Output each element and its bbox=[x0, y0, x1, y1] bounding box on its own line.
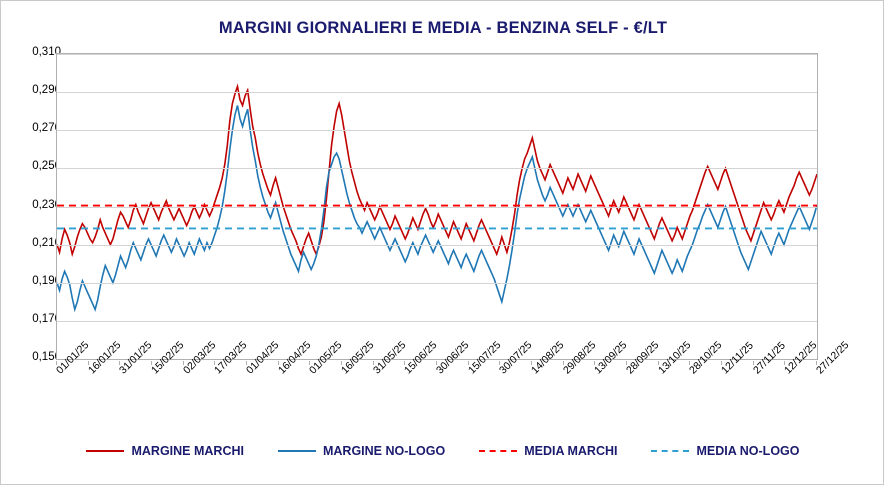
y-axis-tick-label: 0,210 bbox=[32, 236, 61, 249]
plot-area bbox=[56, 53, 818, 360]
page-title: MARGINI GIORNALIERI E MEDIA - BENZINA SE… bbox=[218, 19, 668, 37]
x-axis-tick bbox=[436, 361, 437, 365]
gridline bbox=[57, 282, 817, 284]
legend-item[interactable]: MEDIA MARCHI bbox=[479, 444, 617, 458]
x-axis-tick bbox=[182, 361, 184, 365]
x-axis-tick bbox=[372, 361, 374, 365]
x-axis-tick bbox=[499, 361, 501, 365]
legend-item-label: MEDIA NO-LOGO bbox=[696, 444, 800, 458]
x-axis-tick bbox=[626, 361, 627, 365]
legend-swatch-icon bbox=[277, 450, 316, 452]
x-axis-tick bbox=[56, 361, 57, 365]
y-axis-tick-label: 0,250 bbox=[32, 160, 61, 173]
x-axis: 01/01/25 16/01/25 31/01/25 15/02/25 02/03/25… bbox=[54, 339, 851, 441]
x-axis-tick bbox=[784, 361, 786, 365]
legend-swatch-icon bbox=[479, 450, 518, 452]
gridline bbox=[57, 206, 817, 208]
x-axis-tick bbox=[657, 361, 659, 365]
y-axis-tick-label: 0,270 bbox=[32, 122, 61, 135]
x-axis-tick bbox=[246, 361, 247, 365]
y-axis-tick-label: 0,230 bbox=[32, 198, 61, 211]
x-axis-tick bbox=[277, 361, 279, 365]
x-axis-tick bbox=[689, 361, 691, 365]
legend-swatch-icon bbox=[651, 450, 690, 452]
y-axis-tick-label: 0,290 bbox=[32, 84, 61, 97]
x-axis-tick bbox=[341, 361, 342, 365]
y-axis-tick-label: 0,190 bbox=[32, 274, 61, 287]
x-axis-tick bbox=[594, 361, 596, 365]
legend-item[interactable]: MARGINE NO-LOGO bbox=[277, 444, 446, 458]
x-axis-tick bbox=[214, 361, 216, 365]
gridline bbox=[57, 244, 817, 246]
legend-item[interactable]: MARGINE MARCHI bbox=[86, 444, 244, 458]
x-axis-tick bbox=[816, 361, 817, 365]
legend-item[interactable]: MEDIA NO-LOGO bbox=[651, 444, 800, 458]
gridline bbox=[57, 92, 817, 94]
y-axis-tick-label: 0,310 bbox=[32, 46, 61, 58]
series-line bbox=[57, 105, 817, 313]
x-axis-tick bbox=[752, 361, 754, 365]
chart-legend: MARGINE MARCHI MARGINE NO-LOGO MEDIA MARCH… bbox=[1, 444, 884, 458]
legend-swatch-icon bbox=[86, 450, 125, 452]
chart-svg bbox=[57, 83, 817, 313]
x-axis-tick bbox=[309, 361, 311, 365]
legend-item-label: MEDIA MARCHI bbox=[524, 444, 618, 458]
x-axis-tick bbox=[467, 361, 469, 365]
x-axis-tick bbox=[404, 361, 406, 365]
x-axis-tick bbox=[151, 361, 152, 365]
x-axis-tick bbox=[721, 361, 722, 365]
y-axis-tick-label: 0,170 bbox=[32, 312, 61, 325]
x-axis-tick bbox=[562, 361, 564, 365]
y-axis-tick-label: 0,150 bbox=[32, 351, 61, 363]
gridline bbox=[57, 54, 817, 55]
legend-item-label: MARGINE MARCHI bbox=[131, 444, 244, 458]
legend-item-label: MARGINE NO-LOGO bbox=[322, 444, 446, 458]
x-axis-tick bbox=[87, 361, 89, 365]
gridline bbox=[57, 130, 817, 132]
gridline bbox=[57, 168, 817, 170]
series-line bbox=[57, 83, 817, 258]
x-axis-tick-label: 27/12/25 bbox=[814, 339, 852, 377]
x-axis-tick bbox=[531, 361, 532, 365]
x-axis-tick bbox=[119, 361, 121, 365]
gridline bbox=[57, 320, 817, 322]
